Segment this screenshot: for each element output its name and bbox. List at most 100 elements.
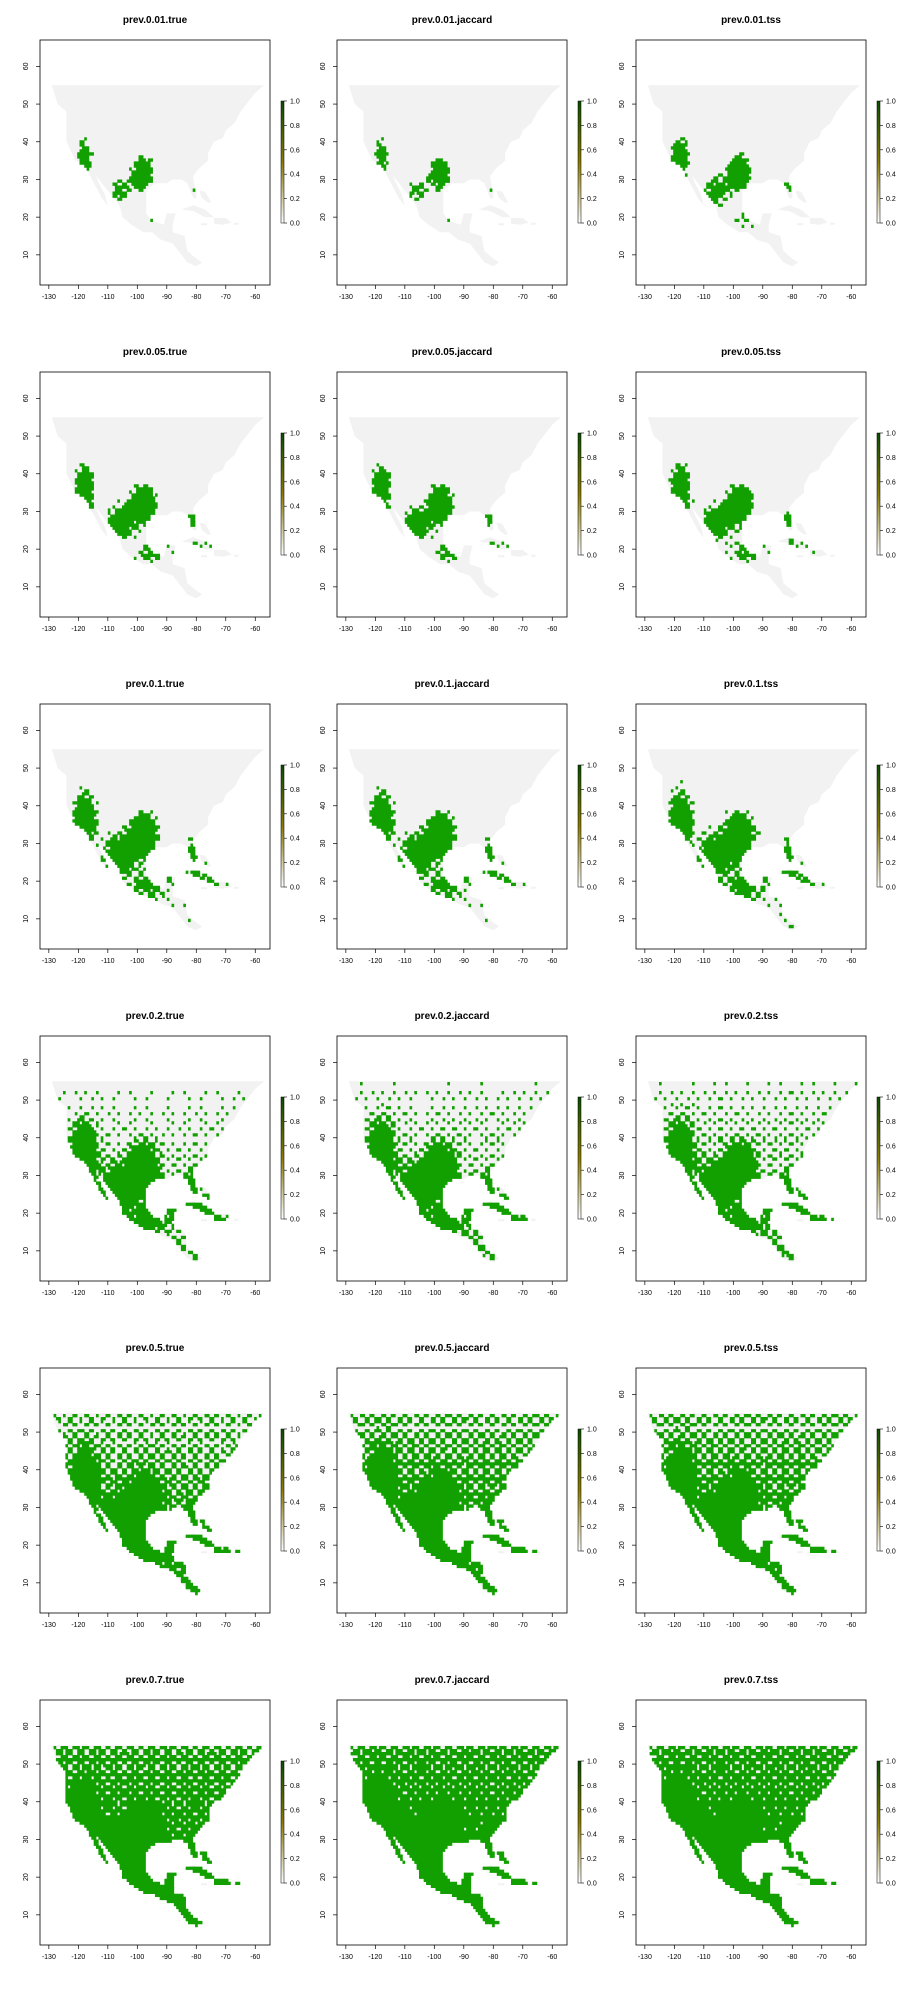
- x-tick-label: -60: [547, 1954, 557, 1961]
- x-tick-label: -90: [758, 294, 768, 301]
- legend-tick-label: 0.6: [886, 1475, 896, 1482]
- x-tick-label: -120: [667, 1622, 681, 1629]
- legend-tick-label: 0.0: [886, 1549, 896, 1556]
- x-tick-label: -130: [339, 1290, 353, 1297]
- y-tick-label: 10: [320, 1247, 327, 1255]
- land-area: [830, 886, 835, 889]
- y-tick-label: 20: [619, 213, 626, 221]
- legend-tick-label: 0.6: [886, 147, 896, 154]
- land-area: [830, 222, 835, 225]
- x-tick-label: -120: [667, 626, 681, 633]
- land-area: [234, 554, 239, 557]
- x-tick-label: -90: [162, 1290, 172, 1297]
- plot-frame: [635, 703, 867, 950]
- land-area: [496, 522, 508, 535]
- x-tick-label: -100: [726, 294, 740, 301]
- y-tick-label: 10: [320, 915, 327, 923]
- land-area: [797, 887, 804, 890]
- legend-tick-label: 1.0: [587, 763, 597, 770]
- legend-tick-label: 1.0: [886, 431, 896, 438]
- y-tick-label: 50: [320, 1096, 327, 1104]
- x-tick-label: -130: [42, 1290, 56, 1297]
- x-tick-label: -70: [817, 626, 827, 633]
- y-tick-label: 10: [619, 1247, 626, 1255]
- y-tick-label: 30: [619, 175, 626, 183]
- legend-tick-label: 0.8: [290, 123, 300, 130]
- x-tick-label: -90: [162, 1954, 172, 1961]
- y-tick-label: 30: [320, 1171, 327, 1179]
- legend-tick-label: 0.8: [886, 1119, 896, 1126]
- map-panel: prev.0.1.tss -130 -120 -110 -100 -90 -80 -70 -60…: [619, 679, 896, 965]
- x-tick-label: -70: [221, 626, 231, 633]
- x-tick-label: -80: [191, 294, 201, 301]
- y-tick-label: 30: [23, 839, 30, 847]
- x-tick-label: -70: [817, 958, 827, 965]
- legend-colorbar: [280, 100, 285, 224]
- y-tick-label: 20: [619, 545, 626, 553]
- legend-tick-label: 0.2: [290, 1856, 300, 1863]
- x-tick-label: -90: [459, 958, 469, 965]
- legend-tick-label: 1.0: [587, 99, 597, 106]
- x-tick-label: -80: [787, 958, 797, 965]
- y-tick-label: 10: [23, 583, 30, 591]
- y-tick-label: 60: [320, 62, 327, 70]
- y-tick-label: 60: [320, 1722, 327, 1730]
- y-tick-label: 30: [619, 1503, 626, 1511]
- x-tick-label: -130: [42, 1622, 56, 1629]
- land-area: [201, 1883, 208, 1886]
- x-tick-label: -130: [339, 294, 353, 301]
- legend-tick-label: 0.4: [886, 1168, 896, 1175]
- land-area: [647, 85, 861, 267]
- plot-frame: [336, 1035, 568, 1282]
- x-tick-label: -110: [398, 1954, 412, 1961]
- x-tick-label: -110: [697, 958, 711, 965]
- x-tick-label: -70: [518, 294, 528, 301]
- y-tick-label: 20: [320, 1541, 327, 1549]
- y-tick-label: 10: [619, 915, 626, 923]
- land-area: [199, 522, 211, 535]
- plot-frame: [336, 1367, 568, 1614]
- plot-frame: [635, 371, 867, 618]
- y-tick-label: 50: [23, 1428, 30, 1436]
- presence-cells: [649, 1746, 858, 1928]
- legend-tick-label: 0.4: [290, 504, 300, 511]
- y-tick-label: 10: [619, 1579, 626, 1587]
- x-tick-label: -100: [427, 294, 441, 301]
- land-area: [201, 555, 208, 558]
- y-tick-label: 60: [320, 1058, 327, 1066]
- y-tick-label: 20: [23, 545, 30, 553]
- x-tick-label: -80: [488, 294, 498, 301]
- land-area: [234, 886, 239, 889]
- y-tick-label: 30: [619, 839, 626, 847]
- y-tick-label: 20: [619, 1209, 626, 1217]
- legend-tick-label: 1.0: [290, 1759, 300, 1766]
- plot-frame: [635, 1367, 867, 1614]
- legend-colorbar: [876, 764, 881, 888]
- presence-cells: [371, 463, 509, 564]
- x-tick-label: -120: [368, 1622, 382, 1629]
- legend-colorbar: [280, 764, 285, 888]
- x-tick-label: -60: [846, 958, 856, 965]
- map-panel: prev.0.1.true -130 -120 -110 -100 -90 -80 -70 -6…: [23, 679, 300, 965]
- x-tick-label: -130: [638, 1954, 652, 1961]
- x-tick-label: -90: [758, 958, 768, 965]
- x-tick-label: -130: [339, 1954, 353, 1961]
- y-tick-label: 50: [619, 1428, 626, 1436]
- legend-tick-label: 0.0: [587, 885, 597, 892]
- legend-tick-label: 0.2: [290, 1192, 300, 1199]
- x-tick-label: -60: [250, 294, 260, 301]
- y-tick-label: 40: [320, 138, 327, 146]
- legend-tick-label: 0.0: [587, 1881, 597, 1888]
- x-tick-label: -80: [488, 958, 498, 965]
- land-area: [201, 1219, 208, 1222]
- panel-title: prev.0.01.true: [123, 15, 188, 26]
- y-tick-label: 10: [23, 1247, 30, 1255]
- land-area: [199, 190, 211, 203]
- legend-tick-label: 0.8: [290, 455, 300, 462]
- x-tick-label: -80: [488, 1954, 498, 1961]
- x-tick-label: -80: [488, 626, 498, 633]
- land-area: [348, 85, 562, 267]
- legend-tick-label: 1.0: [290, 1427, 300, 1434]
- plot-frame: [39, 1367, 271, 1614]
- y-tick-label: 10: [320, 1911, 327, 1919]
